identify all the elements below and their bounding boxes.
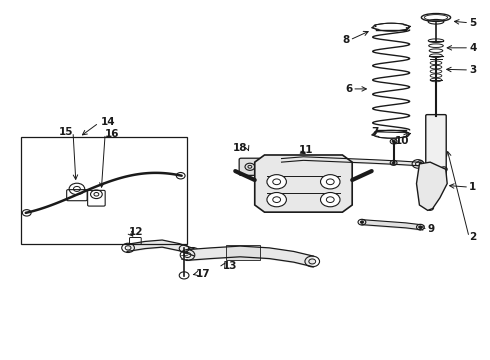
Text: 3: 3 bbox=[469, 65, 476, 75]
Text: 2: 2 bbox=[469, 232, 476, 242]
Circle shape bbox=[392, 162, 395, 164]
Circle shape bbox=[429, 207, 432, 209]
Circle shape bbox=[392, 140, 395, 143]
Text: 11: 11 bbox=[298, 145, 313, 155]
Polygon shape bbox=[255, 155, 352, 212]
Polygon shape bbox=[416, 162, 447, 210]
Circle shape bbox=[419, 162, 422, 164]
Circle shape bbox=[442, 168, 445, 170]
Text: 7: 7 bbox=[372, 127, 379, 137]
Text: 6: 6 bbox=[345, 84, 352, 94]
Bar bbox=[21, 137, 187, 244]
Circle shape bbox=[418, 226, 422, 229]
Text: 8: 8 bbox=[343, 35, 350, 45]
Circle shape bbox=[360, 221, 364, 224]
Text: 1: 1 bbox=[469, 182, 476, 192]
Text: 14: 14 bbox=[101, 117, 116, 127]
Circle shape bbox=[320, 193, 340, 207]
FancyBboxPatch shape bbox=[239, 158, 261, 175]
Circle shape bbox=[267, 193, 287, 207]
Text: 17: 17 bbox=[196, 269, 211, 279]
Text: 15: 15 bbox=[58, 127, 73, 137]
FancyBboxPatch shape bbox=[426, 114, 446, 181]
Text: 12: 12 bbox=[129, 227, 144, 237]
Text: 9: 9 bbox=[428, 224, 435, 234]
Text: 13: 13 bbox=[223, 261, 238, 271]
Circle shape bbox=[320, 175, 340, 189]
Text: 5: 5 bbox=[469, 18, 476, 28]
Text: 10: 10 bbox=[395, 136, 410, 147]
Text: 4: 4 bbox=[469, 43, 476, 53]
Text: 18: 18 bbox=[233, 143, 247, 153]
Circle shape bbox=[267, 175, 287, 189]
Polygon shape bbox=[225, 245, 260, 260]
Text: 16: 16 bbox=[105, 129, 120, 139]
